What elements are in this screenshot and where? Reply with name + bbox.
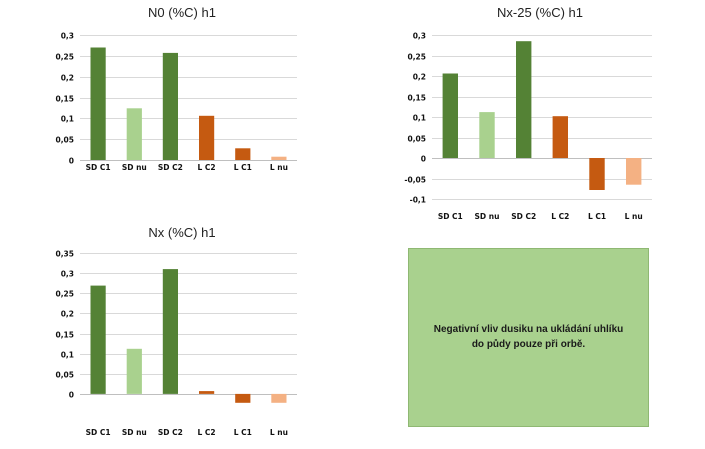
y-tick-label: 0,05 — [55, 371, 74, 380]
y-tick-label: 0,2 — [413, 73, 426, 82]
y-tick-label: 0,35 — [55, 250, 74, 259]
y-tick-label: 0,15 — [55, 95, 74, 104]
y-tick-label: 0,2 — [61, 310, 74, 319]
chart-svg: Nx-25 (%C) h1 -0,1 -0,05 0 0,05 0,1 0,15 0,2 0,2… — [404, 5, 652, 221]
bar — [271, 393, 287, 403]
bar — [199, 391, 215, 394]
x-category-label: SD nu — [122, 163, 147, 172]
x-category-label: L nu — [625, 212, 643, 221]
y-tick-label: 0,25 — [55, 53, 74, 62]
bar — [552, 116, 568, 158]
bar — [90, 285, 106, 394]
x-category-label: SD C2 — [158, 163, 183, 172]
note-box: Negativní vliv dusiku na ukládání uhlíku… — [408, 248, 649, 427]
x-category-label: L C1 — [588, 212, 606, 221]
x-category-label: L C2 — [198, 163, 216, 172]
y-tick-label: 0,15 — [407, 94, 426, 103]
x-category-label: L C2 — [551, 212, 569, 221]
x-category-label: L C2 — [198, 428, 216, 437]
bar — [442, 73, 458, 158]
bar — [126, 348, 142, 394]
bar — [235, 148, 251, 160]
y-tick-label: 0,25 — [55, 290, 74, 299]
x-category-label: L C1 — [234, 163, 252, 172]
y-tick-label: 0 — [421, 155, 426, 164]
chart-title: N0 (%C) h1 — [148, 5, 216, 20]
bar — [126, 108, 142, 160]
y-tick-label: 0 — [69, 391, 74, 400]
chart-nx25: Nx-25 (%C) h1 -0,1 -0,05 0 0,05 0,1 0,15 0,2 0,2… — [400, 0, 700, 225]
x-category-label: L nu — [270, 428, 288, 437]
bar — [626, 158, 642, 185]
bar — [235, 393, 251, 403]
y-tick-label: -0,1 — [410, 196, 426, 205]
x-category-label: SD C2 — [511, 212, 536, 221]
chart-title: Nx-25 (%C) h1 — [497, 5, 583, 20]
chart-svg: N0 (%C) h1 0 0,05 0,1 0,15 0,2 0,25 0,3 SD C1 SD … — [55, 5, 297, 172]
x-category-label: L C1 — [234, 428, 252, 437]
y-tick-label: 0,2 — [61, 74, 74, 83]
chart-nx: Nx (%C) h1 0 0,05 0,1 0,15 0,2 0,25 0,3 0,35 SD C… — [0, 222, 310, 442]
bar — [516, 41, 532, 159]
bar — [162, 269, 178, 394]
y-tick-label: 0,1 — [61, 351, 74, 360]
note-text: Negativní vliv dusiku na ukládání uhlíku… — [433, 324, 624, 350]
x-category-label: SD C1 — [438, 212, 463, 221]
chart-svg: Nx (%C) h1 0 0,05 0,1 0,15 0,2 0,25 0,3 0,35 SD C… — [55, 225, 297, 437]
y-tick-label: 0 — [69, 157, 74, 166]
x-category-label: SD C1 — [86, 163, 111, 172]
bar — [479, 112, 495, 158]
y-tick-label: 0,3 — [413, 32, 426, 41]
chart-n0: N0 (%C) h1 0 0,05 0,1 0,15 0,2 0,25 0,3 SD C1 SD … — [0, 0, 310, 185]
x-category-label: SD nu — [122, 428, 147, 437]
bar — [589, 158, 605, 190]
bar — [90, 47, 106, 160]
y-tick-label: 0,1 — [413, 114, 426, 123]
y-tick-label: 0,1 — [61, 115, 74, 124]
y-tick-label: -0,05 — [404, 176, 426, 185]
y-tick-label: 0,3 — [61, 270, 74, 279]
y-tick-label: 0,3 — [61, 32, 74, 41]
bar — [271, 156, 287, 160]
x-category-label: SD C2 — [158, 428, 183, 437]
x-category-label: L nu — [270, 163, 288, 172]
y-tick-label: 0,05 — [407, 135, 426, 144]
y-tick-label: 0,05 — [55, 136, 74, 145]
y-tick-label: 0,25 — [407, 53, 426, 62]
x-category-label: SD C1 — [86, 428, 111, 437]
bar — [199, 115, 215, 160]
chart-title: Nx (%C) h1 — [148, 225, 215, 240]
bar — [162, 52, 178, 160]
x-category-label: SD nu — [475, 212, 500, 221]
y-tick-label: 0,15 — [55, 331, 74, 340]
